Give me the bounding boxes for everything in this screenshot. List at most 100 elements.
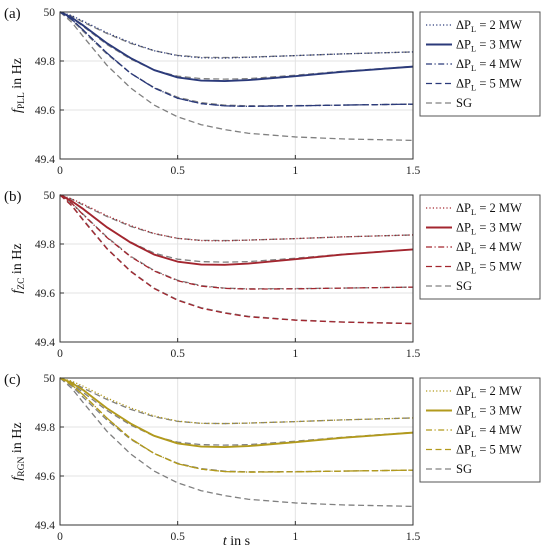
y-tick-label: 49.8 [35,422,55,434]
legend-label-prefix: ΔP [456,18,471,32]
series-line-1 [59,377,414,425]
legend-label-subscript: L [471,227,476,237]
x-axis-label: t in s [223,534,250,549]
legend-label-1: ΔPL = 2 MW [456,384,522,400]
y-tick-label: 49.4 [35,337,55,349]
series-line-6 [59,194,414,263]
y-axis-label-unit: in Hz [10,243,25,277]
legend-label-prefix: ΔP [456,423,471,437]
series-line-6 [59,11,414,80]
legend-label-1: ΔPL = 2 MW [456,201,522,217]
legend-label-suffix: = 4 MW [476,57,522,71]
legend-label-subscript: L [471,44,476,54]
legend-label-subscript: L [471,429,476,439]
plot-frame [59,194,414,343]
legend-label-subscript: L [471,266,476,276]
panel-label: (a) [4,6,21,22]
legend-label-subscript: L [471,24,476,34]
y-axis-label-main: f [10,288,25,294]
legend-label-prefix: ΔP [456,384,471,398]
plot-area [60,378,413,525]
legend-label-prefix: SG [456,462,472,476]
legend-label-5: SG [456,96,472,110]
legend-label-subscript: L [471,63,476,73]
legend-label-prefix: SG [456,279,472,293]
legend-label-prefix: ΔP [456,57,471,71]
x-tick-label: 1.5 [406,348,421,360]
y-tick-label: 49.4 [35,154,55,166]
y-axis-label-unit: in Hz [10,422,25,456]
x-tick-label: 0.5 [170,531,185,543]
legend-label-prefix: ΔP [456,77,471,91]
y-axis-label: fZC in Hz [10,243,27,293]
legend-label-5: SG [456,462,472,476]
x-tick-label: 1 [292,348,298,360]
series-line-2 [59,11,414,83]
legend-label-prefix: ΔP [456,404,471,418]
legend-label-suffix: = 2 MW [476,201,522,215]
legend-label-prefix: ΔP [456,240,471,254]
legend-label-subscript: L [471,390,476,400]
y-axis-label-subscript: RGN [17,456,27,476]
legend-label-suffix: = 5 MW [476,77,522,91]
plot-frame [59,11,414,160]
y-tick-label: 49.8 [35,239,55,251]
y-tick-label: 49.6 [35,105,55,117]
legend-label-4: ΔPL = 5 MW [456,443,522,459]
series-line-3 [59,194,414,290]
legend-label-subscript: L [471,410,476,420]
legend-label-suffix: = 3 MW [476,404,522,418]
y-tick-label: 50 [44,373,56,385]
y-tick-label: 49.4 [35,520,55,532]
legend-label-suffix: = 3 MW [476,38,522,52]
legend-label-4: ΔPL = 5 MW [456,77,522,93]
y-axis-label: fPLL in Hz [10,58,27,113]
y-tick-label: 49.6 [35,288,55,300]
legend-label-suffix: = 4 MW [476,423,522,437]
y-axis-label-main: f [10,107,25,113]
y-axis-label-main: f [10,475,25,481]
legend-label-5: SG [456,279,472,293]
series-line-1 [59,194,414,242]
series-line-8 [59,11,414,142]
legend-label-prefix: ΔP [456,201,471,215]
legend-label-4: ΔPL = 5 MW [456,260,522,276]
x-axis-label-var: t [223,534,228,549]
legend-label-subscript: L [471,449,476,459]
legend-label-3: ΔPL = 4 MW [456,240,522,256]
legend-label-suffix: = 3 MW [476,221,522,235]
legend-label-prefix: ΔP [456,221,471,235]
x-axis-label-rest: in s [227,534,250,549]
legend-label-suffix: = 5 MW [476,260,522,274]
x-tick-label: 1 [292,531,298,543]
legend-label-prefix: ΔP [456,38,471,52]
y-tick-label: 49.6 [35,471,55,483]
legend-label-subscript: L [471,207,476,217]
legend-label-2: ΔPL = 3 MW [456,404,522,420]
series-line-4 [59,377,414,473]
legend-label-2: ΔPL = 3 MW [456,221,522,237]
legend-label-2: ΔPL = 3 MW [456,38,522,54]
plot-area [60,12,413,159]
y-axis-label-subscript: PLL [17,92,27,109]
series-line-6 [59,377,414,446]
panel-label: (b) [4,189,22,205]
legend-label-prefix: SG [456,96,472,110]
series-line-7 [59,11,414,107]
y-tick-label: 49.8 [35,56,55,68]
x-tick-label: 1.5 [406,165,421,177]
x-tick-label: 0.5 [170,165,185,177]
series-line-2 [59,377,414,449]
legend-label-suffix: = 5 MW [476,443,522,457]
legend-label-suffix: = 2 MW [476,384,522,398]
y-axis-label-subscript: ZC [17,278,27,290]
legend-label-prefix: ΔP [456,260,471,274]
chart-panel-3: 0 0.5 1 1.5 49.4 49.6 49.8 50 (c) fRGN in Hz t in … [4,372,541,549]
x-tick-label: 1.5 [406,531,421,543]
series-line-1 [59,11,414,59]
x-tick-label: 0 [57,348,63,360]
y-axis-label-unit: in Hz [10,58,25,92]
